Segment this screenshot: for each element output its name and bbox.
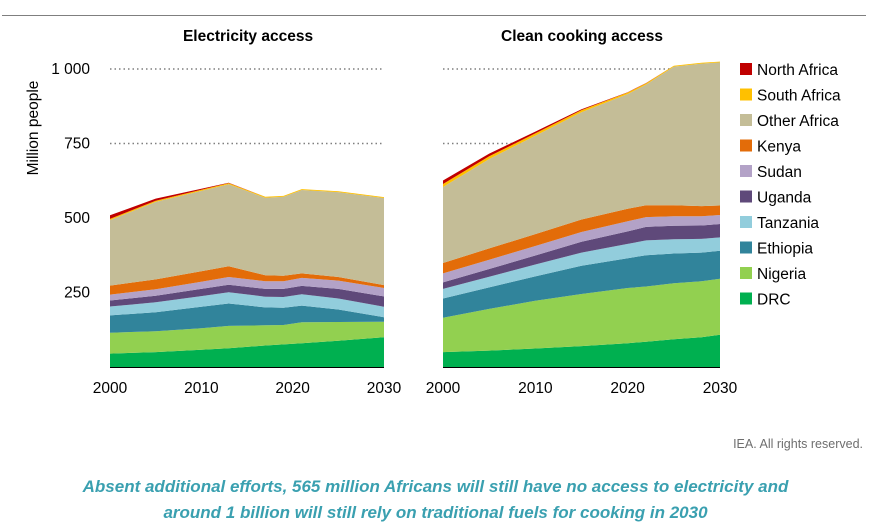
x-tick-electricity-2030: 2030 bbox=[367, 380, 402, 397]
area-electricity-kenya bbox=[110, 266, 384, 295]
legend-swatch-tanzania bbox=[740, 216, 752, 228]
legend-swatch-nigeria bbox=[740, 267, 752, 279]
x-tick-cooking-2000: 2000 bbox=[426, 380, 461, 397]
x-tick-electricity-2020: 2020 bbox=[275, 380, 310, 397]
y-tick-1000: 1 000 bbox=[51, 61, 90, 78]
y-tick-250: 250 bbox=[64, 285, 90, 302]
area-electricity-sudan bbox=[110, 277, 384, 301]
area-electricity-nigeria bbox=[110, 321, 384, 354]
legend-swatch-sudan bbox=[740, 165, 752, 177]
area-electricity-drc bbox=[110, 337, 384, 367]
area-cooking-other-africa bbox=[443, 62, 720, 264]
electricity-access-panel: 2000 2010 2020 2030 Electricity access bbox=[93, 28, 402, 397]
legend-label-sudan: Sudan bbox=[757, 164, 802, 181]
x-tick-cooking-2030: 2030 bbox=[703, 380, 738, 397]
area-cooking-uganda bbox=[443, 224, 720, 289]
area-cooking-kenya bbox=[443, 205, 720, 274]
legend-swatch-drc bbox=[740, 292, 752, 305]
rights-notice: IEA. All rights reserved. bbox=[733, 437, 863, 451]
legend-label-south-africa: South Africa bbox=[757, 88, 841, 105]
legend-swatch-ethiopia bbox=[740, 241, 752, 254]
panel-title-electricity: Electricity access bbox=[183, 28, 313, 45]
area-cooking-nigeria bbox=[443, 278, 720, 353]
x-tick-electricity-2010: 2010 bbox=[184, 380, 219, 397]
legend-swatch-north-africa bbox=[740, 63, 752, 75]
x-tick-cooking-2010: 2010 bbox=[518, 380, 553, 397]
caption-line-2: around 1 billion will still rely on trad… bbox=[163, 503, 708, 522]
top-rule bbox=[2, 15, 866, 16]
legend-label-nigeria: Nigeria bbox=[757, 266, 806, 283]
y-axis: 250 500 750 1 000 Million people bbox=[25, 61, 90, 302]
area-electricity-uganda bbox=[110, 284, 384, 307]
panel-title-cooking: Clean cooking access bbox=[501, 28, 663, 45]
legend-label-north-africa: North Africa bbox=[757, 62, 838, 79]
legend-label-other-africa: Other Africa bbox=[757, 113, 839, 130]
legend-label-uganda: Uganda bbox=[757, 190, 812, 207]
area-electricity-south-africa bbox=[110, 183, 384, 221]
area-electricity-ethiopia bbox=[110, 303, 384, 333]
legend-label-tanzania: Tanzania bbox=[757, 215, 819, 232]
legend-label-drc: DRC bbox=[757, 292, 791, 309]
area-cooking-sudan bbox=[443, 215, 720, 283]
y-axis-title: Million people bbox=[25, 81, 42, 176]
caption-line-1: Absent additional efforts, 565 million A… bbox=[82, 477, 789, 496]
area-electricity-other-africa bbox=[110, 184, 384, 286]
area-cooking-ethiopia bbox=[443, 250, 720, 318]
area-cooking-drc bbox=[443, 334, 720, 367]
legend-swatch-other-africa bbox=[740, 114, 752, 126]
legend-label-ethiopia: Ethiopia bbox=[757, 241, 813, 258]
clean-cooking-panel: 2000 2010 2020 2030 Clean cooking access bbox=[426, 28, 738, 397]
y-tick-750: 750 bbox=[64, 136, 90, 153]
x-tick-electricity-2000: 2000 bbox=[93, 380, 128, 397]
legend-label-kenya: Kenya bbox=[757, 139, 801, 156]
area-electricity-tanzania bbox=[110, 292, 384, 318]
legend: North Africa South Africa Other Africa Keny… bbox=[740, 62, 841, 309]
area-cooking-tanzania bbox=[443, 237, 720, 299]
legend-swatch-uganda bbox=[740, 190, 752, 203]
legend-swatch-south-africa bbox=[740, 88, 752, 101]
legend-swatch-kenya bbox=[740, 139, 752, 152]
x-tick-cooking-2020: 2020 bbox=[610, 380, 645, 397]
y-tick-500: 500 bbox=[64, 210, 90, 227]
